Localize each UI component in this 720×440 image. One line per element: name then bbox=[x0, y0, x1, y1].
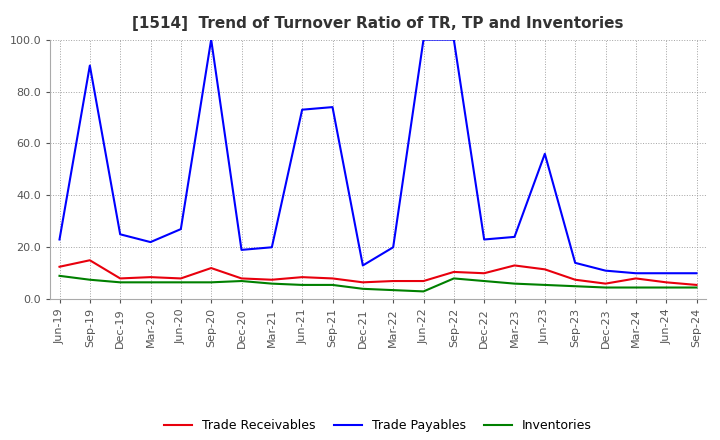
Inventories bbox=[571, 284, 580, 289]
Trade Receivables bbox=[480, 271, 488, 276]
Trade Payables bbox=[55, 237, 64, 242]
Trade Receivables bbox=[692, 282, 701, 288]
Inventories bbox=[268, 281, 276, 286]
Trade Receivables bbox=[510, 263, 519, 268]
Trade Receivables bbox=[86, 258, 94, 263]
Trade Receivables bbox=[176, 276, 185, 281]
Inventories bbox=[55, 273, 64, 279]
Line: Trade Receivables: Trade Receivables bbox=[60, 260, 696, 285]
Trade Receivables bbox=[631, 276, 640, 281]
Trade Payables bbox=[328, 104, 337, 110]
Inventories bbox=[601, 285, 610, 290]
Trade Receivables bbox=[298, 275, 307, 280]
Line: Inventories: Inventories bbox=[60, 276, 696, 291]
Trade Payables bbox=[237, 247, 246, 253]
Trade Payables bbox=[207, 37, 215, 42]
Inventories bbox=[631, 285, 640, 290]
Inventories bbox=[662, 285, 670, 290]
Trade Payables bbox=[176, 227, 185, 232]
Trade Receivables bbox=[662, 280, 670, 285]
Trade Payables bbox=[298, 107, 307, 112]
Trade Payables bbox=[449, 37, 458, 42]
Inventories bbox=[419, 289, 428, 294]
Trade Receivables bbox=[389, 279, 397, 284]
Inventories bbox=[298, 282, 307, 288]
Inventories bbox=[146, 280, 155, 285]
Trade Payables bbox=[268, 245, 276, 250]
Inventories bbox=[116, 280, 125, 285]
Trade Payables bbox=[510, 234, 519, 239]
Trade Payables bbox=[541, 151, 549, 157]
Trade Payables bbox=[389, 245, 397, 250]
Trade Payables bbox=[631, 271, 640, 276]
Trade Payables bbox=[571, 260, 580, 265]
Inventories bbox=[389, 287, 397, 293]
Line: Trade Payables: Trade Payables bbox=[60, 40, 696, 273]
Trade Payables bbox=[480, 237, 488, 242]
Trade Receivables bbox=[55, 264, 64, 269]
Inventories bbox=[328, 282, 337, 288]
Trade Payables bbox=[146, 239, 155, 245]
Inventories bbox=[237, 279, 246, 284]
Trade Payables bbox=[692, 271, 701, 276]
Trade Payables bbox=[116, 231, 125, 237]
Inventories bbox=[86, 277, 94, 282]
Trade Payables bbox=[419, 37, 428, 42]
Inventories bbox=[207, 280, 215, 285]
Trade Receivables bbox=[541, 267, 549, 272]
Trade Receivables bbox=[328, 276, 337, 281]
Inventories bbox=[359, 286, 367, 291]
Trade Receivables bbox=[268, 277, 276, 282]
Title: [1514]  Trend of Turnover Ratio of TR, TP and Inventories: [1514] Trend of Turnover Ratio of TR, TP… bbox=[132, 16, 624, 32]
Trade Receivables bbox=[146, 275, 155, 280]
Trade Receivables bbox=[601, 281, 610, 286]
Trade Receivables bbox=[419, 279, 428, 284]
Trade Payables bbox=[86, 63, 94, 68]
Inventories bbox=[449, 276, 458, 281]
Trade Receivables bbox=[359, 280, 367, 285]
Trade Receivables bbox=[449, 269, 458, 275]
Legend: Trade Receivables, Trade Payables, Inventories: Trade Receivables, Trade Payables, Inven… bbox=[159, 414, 597, 437]
Trade Receivables bbox=[571, 277, 580, 282]
Trade Payables bbox=[601, 268, 610, 273]
Trade Receivables bbox=[116, 276, 125, 281]
Inventories bbox=[176, 280, 185, 285]
Trade Receivables bbox=[207, 265, 215, 271]
Trade Receivables bbox=[237, 276, 246, 281]
Inventories bbox=[541, 282, 549, 288]
Inventories bbox=[692, 285, 701, 290]
Inventories bbox=[480, 279, 488, 284]
Trade Payables bbox=[662, 271, 670, 276]
Inventories bbox=[510, 281, 519, 286]
Trade Payables bbox=[359, 263, 367, 268]
